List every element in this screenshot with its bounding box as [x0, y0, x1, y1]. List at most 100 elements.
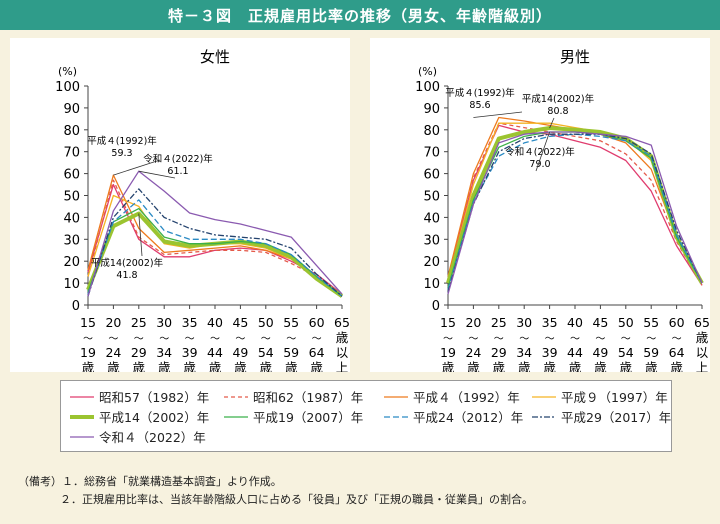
- female-chart: 女性 (%) 0 10 20 30 40 50 60 70 80 90 100 15 ～ 19 歳 20 ～ 24 歳 2…: [55, 48, 350, 375]
- y-tick-label: 70: [63, 146, 80, 161]
- y-tick-label: 80: [423, 124, 440, 139]
- legend-label: 平成19（2007）年: [253, 410, 364, 425]
- annotation-value: 80.8: [547, 106, 568, 117]
- note-1: １．総務省「就業構造基本調査」より作成。: [62, 475, 282, 488]
- legend-swatch: [532, 415, 556, 418]
- x-tick-label: 55 ～ 59 歳: [643, 315, 659, 372]
- legend-swatch: [532, 395, 556, 398]
- legend-item: 平成19（2007）年: [223, 407, 363, 426]
- legend-swatch: [384, 395, 408, 398]
- legend-item: 平成９（1997）年: [531, 387, 668, 406]
- note-2: ２．正規雇用比率は、当該年齢階級人口に占める「役員」及び「正規の職員・従業員」の…: [60, 493, 533, 506]
- annotation-value: 41.8: [116, 270, 137, 281]
- y-tick-label: 70: [423, 146, 440, 161]
- x-tick-label: 50 ～ 54 歳: [258, 315, 274, 372]
- annotation-value: 85.6: [469, 100, 490, 111]
- legend-item: 平成14（2002）年: [69, 407, 209, 426]
- legend-label: 平成29（2017）年: [561, 410, 672, 425]
- x-tick-label: 55 ～ 59 歳: [283, 315, 299, 372]
- annotation-leader: [113, 159, 161, 176]
- legend-label: 平成14（2002）年: [99, 410, 210, 425]
- legend-item: 平成29（2017）年: [531, 407, 671, 426]
- y-tick-label: 20: [423, 255, 440, 270]
- y-tick-label: 100: [55, 80, 80, 95]
- y-tick-label: 10: [423, 277, 440, 292]
- chart-title: 特－３図 正規雇用比率の推移（男女、年齢階級別）: [167, 6, 552, 25]
- x-tick-label: 65 歳以上: [694, 315, 710, 372]
- y-tick-label: 50: [63, 190, 80, 205]
- legend-label: 平成４（1992）年: [413, 390, 520, 405]
- y-tick-label: 60: [63, 168, 80, 183]
- annotation-leader: [138, 213, 143, 257]
- legend-swatch: [70, 395, 94, 398]
- annotation-value: 61.1: [167, 166, 188, 177]
- annotation-label: 平成４(1992)年: [445, 87, 515, 99]
- annotation-label: 平成14(2002)年: [522, 93, 595, 105]
- y-tick-label: 90: [423, 102, 440, 117]
- legend-label: 昭和62（1987）年: [253, 390, 364, 405]
- x-tick-label: 60 ～ 64 歳: [669, 315, 685, 372]
- legend-swatch: [384, 415, 408, 418]
- legend-label: 令和４（2022）年: [99, 430, 206, 445]
- x-tick-label: 15 ～ 19 歳: [440, 315, 456, 372]
- x-tick-label: 40 ～ 44 歳: [567, 315, 583, 372]
- annotation-leader: [549, 117, 555, 129]
- legend-item: 平成24（2012）年: [383, 407, 523, 426]
- series-line: [447, 133, 703, 290]
- y-tick-label: 0: [72, 299, 80, 314]
- male-chart: 男性 (%) 0 10 20 30 40 50 60 70 80 90 100 15 ～ 19 歳 20 ～ 24 歳 2…: [415, 48, 710, 375]
- series-line: [87, 170, 343, 297]
- y-tick-label: 10: [63, 277, 80, 292]
- legend-swatch: [70, 414, 94, 419]
- x-tick-label: 45 ～ 49 歳: [232, 315, 248, 372]
- series-line: [86, 211, 344, 298]
- panel-title: 女性: [200, 48, 230, 66]
- y-tick-label: 60: [423, 168, 440, 183]
- y-tick-label: 30: [63, 233, 80, 248]
- x-tick-label: 40 ～ 44 歳: [207, 315, 223, 372]
- annotation-leader: [535, 131, 550, 172]
- y-tick-label: 50: [423, 190, 440, 205]
- x-tick-label: 30 ～ 34 歳: [516, 315, 532, 372]
- series-line: [447, 133, 703, 293]
- annotation-value: 59.3: [111, 148, 132, 159]
- annotation-label: 令和４(2022)年: [505, 146, 575, 158]
- legend-label: 平成９（1997）年: [561, 390, 668, 405]
- x-tick-label: 50 ～ 54 歳: [618, 315, 634, 372]
- y-tick-label: 30: [423, 233, 440, 248]
- y-tick-label: 80: [63, 124, 80, 139]
- x-tick-label: 20 ～ 24 歳: [465, 315, 481, 372]
- legend: 昭和57（1982）年 昭和62（1987）年 平成４（1992）年 平成９（1997…: [60, 380, 672, 452]
- legend-label: 平成24（2012）年: [413, 410, 524, 425]
- x-tick-label: 65 歳以上: [334, 315, 350, 372]
- annotation-value: 79.0: [529, 159, 550, 170]
- panel-title: 男性: [560, 48, 590, 66]
- notes-head: （備考）: [18, 475, 62, 488]
- y-unit: (%): [58, 65, 77, 78]
- legend-item: 平成４（1992）年: [383, 387, 520, 406]
- y-unit: (%): [418, 65, 437, 78]
- annotation-leader: [138, 170, 176, 179]
- legend-item: 昭和62（1987）年: [223, 387, 363, 406]
- annotation-label: 平成14(2002)年: [91, 257, 164, 269]
- series-line: [87, 199, 343, 297]
- y-tick-label: 90: [63, 102, 80, 117]
- legend-swatch: [224, 415, 248, 418]
- legend-swatch: [70, 435, 94, 438]
- x-tick-label: 25 ～ 29 歳: [491, 315, 507, 372]
- annotation-label: 平成４(1992)年: [87, 135, 157, 147]
- legend-item: 昭和57（1982）年: [69, 387, 209, 406]
- x-tick-label: 20 ～ 24 歳: [105, 315, 121, 372]
- y-tick-label: 40: [423, 211, 440, 226]
- x-tick-label: 35 ～ 39 歳: [542, 315, 558, 372]
- series-line: [447, 131, 703, 295]
- y-tick-label: 100: [415, 80, 440, 95]
- legend-swatch: [224, 395, 248, 398]
- y-tick-label: 40: [63, 211, 80, 226]
- legend-item: 令和４（2022）年: [69, 427, 206, 446]
- female-panel: 女性 (%) 0 10 20 30 40 50 60 70 80 90 100 15 ～ 19 歳 20 ～ 24 歳 2…: [10, 38, 350, 375]
- x-tick-label: 15 ～ 19 歳: [80, 315, 96, 372]
- x-tick-label: 60 ～ 64 歳: [309, 315, 325, 372]
- annotation-label: 令和４(2022)年: [143, 153, 213, 165]
- chart-title-bar: 特－３図 正規雇用比率の推移（男女、年齢階級別）: [0, 0, 720, 30]
